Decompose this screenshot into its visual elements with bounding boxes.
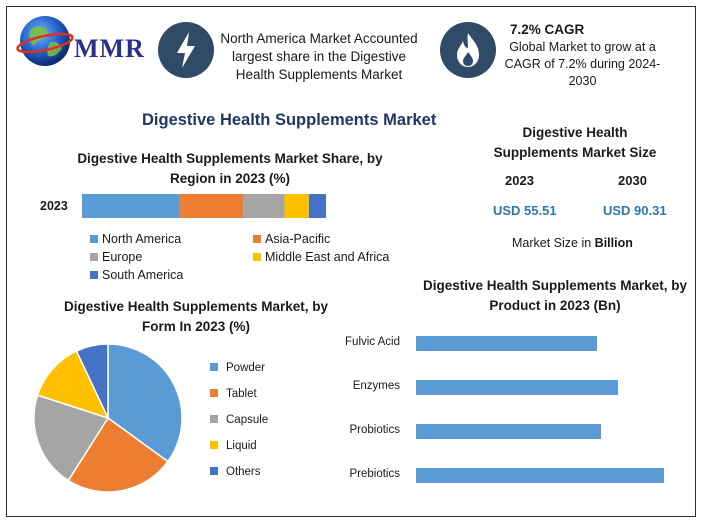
form-legend-item: Tablet xyxy=(210,384,257,402)
legend-label: Powder xyxy=(226,362,265,374)
product-category-label: Fulvic Acid xyxy=(345,336,400,348)
pie-slice-others xyxy=(75,343,109,419)
cagr-title: 7.2% CAGR xyxy=(510,22,585,37)
legend-swatch xyxy=(90,271,98,279)
flame-badge xyxy=(440,22,496,78)
region-segment-europe xyxy=(243,194,285,218)
market-size-unit-prefix: Market Size in xyxy=(512,236,595,250)
flame-icon xyxy=(457,33,479,67)
product-chart-title: Digestive Health Supplements Market, by … xyxy=(422,278,688,313)
product-bar-prebiotics xyxy=(416,468,665,483)
region-segment-asia-pacific xyxy=(179,194,244,218)
form-pie-chart xyxy=(33,343,183,493)
form-legend-item: Others xyxy=(210,462,261,480)
region-stacked-bar xyxy=(82,194,326,218)
pie-slice-tablet xyxy=(67,416,169,493)
form-legend: Powder Tablet Capsule Liquid Others xyxy=(210,358,310,488)
legend-label: Middle East and Africa xyxy=(265,250,390,264)
pie-slice-powder xyxy=(107,343,183,463)
product-category-label: Prebiotics xyxy=(349,468,401,480)
legend-swatch xyxy=(210,415,218,423)
cagr-text: Global Market to grow at a CAGR of 7.2% … xyxy=(504,40,661,88)
product-category-label: Probiotics xyxy=(349,424,401,436)
mmr-logo: MMR xyxy=(16,12,146,72)
form-legend-item: Liquid xyxy=(210,436,257,454)
highlight-text: North America Market Accounted largest s… xyxy=(220,31,418,82)
form-chart-title: Digestive Health Supplements Market, by … xyxy=(63,299,329,334)
region-chart-title: Digestive Health Supplements Market Shar… xyxy=(77,151,383,186)
region-legend-item: North America xyxy=(90,230,181,248)
legend-swatch xyxy=(210,363,218,371)
product-bar-chart: Fulvic Acid Enzymes Probiotics Prebiotics xyxy=(290,322,690,492)
market-size-2023-value: USD 55.51 xyxy=(493,203,557,218)
legend-label: Tablet xyxy=(226,388,257,400)
main-title: Digestive Health Supplements Market xyxy=(142,111,437,129)
region-legend-item: Asia-Pacific xyxy=(253,230,330,248)
region-legend-item: South America xyxy=(90,266,183,284)
region-segment-north-america xyxy=(82,194,180,218)
legend-label: Asia-Pacific xyxy=(265,232,331,246)
region-category-label: 2023 xyxy=(40,199,68,213)
market-size-title: Digestive Health Supplements Market Size xyxy=(493,125,657,160)
globe-icon xyxy=(16,16,74,66)
legend-swatch xyxy=(210,389,218,397)
legend-label: Capsule xyxy=(226,414,269,426)
region-segment-middle-east-and-africa xyxy=(284,194,309,218)
region-legend-item: Europe xyxy=(90,248,142,266)
market-size-unit: Market Size in Billion xyxy=(512,236,633,250)
market-size-2030-value: USD 90.31 xyxy=(603,203,667,218)
legend-swatch xyxy=(253,235,261,243)
legend-label: Europe xyxy=(102,250,143,264)
legend-swatch xyxy=(90,253,98,261)
legend-label: South America xyxy=(102,268,184,282)
year-2023-label: 2023 xyxy=(505,173,534,188)
market-size-unit-bold: Billion xyxy=(594,236,633,250)
pie-slice-liquid xyxy=(36,350,110,420)
lightning-icon xyxy=(177,32,195,68)
legend-swatch xyxy=(90,235,98,243)
form-legend-item: Powder xyxy=(210,358,265,376)
product-category-label: Enzymes xyxy=(352,380,400,392)
product-bar-enzymes xyxy=(416,380,619,395)
legend-swatch xyxy=(210,467,218,475)
region-legend: North America Asia-Pacific Europe Middle Ea… xyxy=(90,230,410,284)
lightning-badge xyxy=(158,22,214,78)
legend-label: North America xyxy=(102,232,182,246)
legend-swatch xyxy=(253,253,261,261)
region-segment-south-america xyxy=(308,194,326,218)
legend-label: Others xyxy=(226,466,261,478)
product-bar-probiotics xyxy=(416,424,601,439)
legend-label: Liquid xyxy=(226,440,257,452)
logo-text: MMR xyxy=(74,34,145,63)
year-2030-label: 2030 xyxy=(618,173,647,188)
legend-swatch xyxy=(210,441,218,449)
product-bar-fulvic-acid xyxy=(416,336,597,351)
region-legend-item: Middle East and Africa xyxy=(253,248,389,266)
form-legend-item: Capsule xyxy=(210,410,268,428)
pie-slice-capsule xyxy=(33,394,110,482)
